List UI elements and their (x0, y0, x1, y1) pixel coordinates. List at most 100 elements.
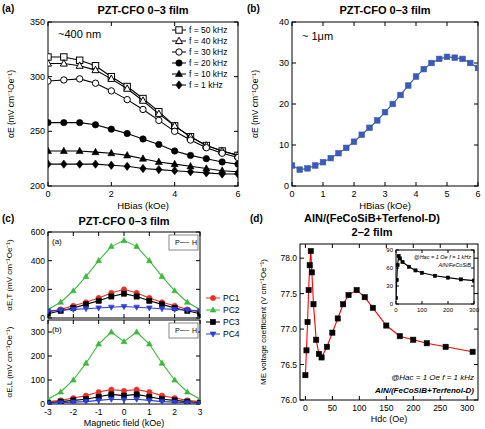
data-point (312, 163, 318, 169)
data-point (121, 237, 127, 242)
data-point (121, 338, 127, 343)
data-point (304, 348, 309, 353)
data-point (60, 60, 67, 66)
data-point (70, 400, 76, 404)
legend-marker (175, 70, 182, 76)
data-point (121, 388, 126, 393)
x-tick-label: -2 (70, 407, 78, 417)
y-axis-label: ME voltage coefficient (V cm⁻¹Oe⁻¹) (259, 259, 268, 385)
data-group (48, 329, 200, 404)
x-tick (124, 232, 125, 236)
data-point (70, 288, 76, 293)
data-point (146, 258, 152, 263)
data-point (172, 400, 178, 404)
y-tick-label: 0 (40, 399, 45, 409)
legend-label: f = 50 kHz (189, 25, 228, 35)
annotation: (a) (2, 3, 14, 14)
x-tick (124, 320, 125, 324)
data-point (134, 397, 140, 402)
x-tick-label: 100 (352, 403, 366, 413)
data-point (48, 78, 51, 84)
data-point (314, 337, 319, 342)
y-tick (300, 293, 304, 294)
y-tick (300, 400, 304, 401)
x-tick (359, 244, 360, 248)
series-line (48, 241, 200, 310)
panel: 05010015020025030076.076.577.077.578.0Hd… (250, 212, 478, 424)
x-tick-label: 4 (172, 189, 177, 199)
data-point (134, 387, 139, 392)
data-point (96, 298, 101, 303)
annotation: P (175, 327, 180, 334)
x-tick-label: 0 (303, 403, 308, 413)
x-tick (467, 244, 468, 248)
y-tick-label: 78.0 (280, 253, 297, 263)
data-point (109, 387, 114, 392)
series-line (48, 57, 238, 155)
annotation: H (192, 239, 197, 246)
x-tick (238, 182, 239, 186)
data-point (171, 122, 178, 128)
data-point (108, 243, 114, 248)
data-point (235, 154, 238, 160)
y-tick-label: 77.0 (280, 324, 297, 334)
x-tick-label: 6 (475, 189, 480, 199)
y-tick (474, 186, 478, 187)
data-point (459, 278, 462, 281)
plot-frame (48, 320, 200, 404)
data-point (96, 306, 102, 311)
legend-label: PC1 (223, 293, 240, 303)
y-tick-label: 300 (31, 327, 45, 337)
y-tick (234, 186, 238, 187)
data-point (197, 309, 200, 314)
data-point (184, 401, 190, 404)
chart-title: PZT-CFO 0–3 film (97, 4, 188, 16)
data-point (108, 305, 114, 310)
series-line (48, 123, 238, 165)
x-tick-label: 2 (172, 407, 177, 417)
x-tick (124, 314, 125, 318)
y-tick (234, 131, 238, 132)
data-point (421, 66, 427, 72)
y-tick (300, 364, 304, 365)
y-tick (196, 380, 200, 381)
inset-icon (169, 235, 198, 250)
y-tick (300, 258, 304, 259)
data-point (398, 257, 401, 260)
data-point (367, 125, 373, 131)
y-tick (196, 318, 200, 319)
data-point (58, 401, 64, 404)
y-tick (474, 364, 478, 365)
data-point (343, 145, 349, 151)
data-point (370, 305, 375, 310)
x-tick-label: 0 (45, 189, 50, 199)
annotation: ~ 1μm (302, 30, 333, 42)
data-point (159, 400, 165, 404)
x-tick-label: 200 (406, 403, 420, 413)
data-point (413, 74, 419, 80)
x-tick-label: 0 (394, 307, 398, 313)
data-point (374, 118, 380, 124)
y-tick-label: 76.5 (280, 360, 297, 370)
data-point (124, 96, 130, 102)
annotation: @Hac = 1 Oe f = 1 kHz (414, 254, 471, 260)
data-point (48, 60, 52, 66)
x-tick (354, 182, 355, 186)
y-tick (471, 304, 474, 305)
x-tick (440, 244, 441, 248)
y-tick (474, 63, 478, 64)
y-tick-label: 400 (31, 256, 45, 266)
data-point (396, 296, 398, 299)
x-tick (323, 182, 324, 186)
legend-label: f = 20 kHz (189, 58, 228, 68)
data-group (396, 254, 474, 299)
data-point (187, 137, 193, 143)
data-point (460, 56, 466, 62)
legend-marker (210, 332, 216, 337)
x-tick-label: 6 (235, 189, 240, 199)
data-point (83, 302, 88, 307)
data-point (292, 163, 295, 169)
x-tick (73, 314, 74, 318)
data-point (121, 304, 127, 309)
y-tick (234, 76, 238, 77)
